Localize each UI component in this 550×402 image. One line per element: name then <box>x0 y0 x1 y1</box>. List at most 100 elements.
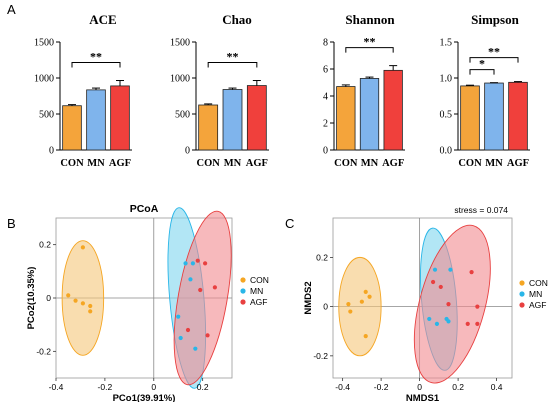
x-axis-label: PCo1(39.91%) <box>113 393 176 402</box>
y-tick-label: 0 <box>323 146 328 157</box>
point-mn <box>178 335 183 341</box>
legend-marker-agf <box>240 299 246 305</box>
bar-chart-ace: ACE 0 500 1000 1500 CON MN AGF ** <box>34 12 132 169</box>
bar-chart-chao: Chao 0 500 1000 1500 CON MN AGF ** <box>170 12 269 169</box>
x-tick-label: MN <box>361 158 379 169</box>
bar-mn <box>86 89 106 151</box>
bar-agf <box>383 69 403 151</box>
y-axis-label: PCo2(10.35%) <box>26 267 37 330</box>
chart-title: ACE <box>89 12 116 27</box>
point-agf <box>475 304 480 309</box>
bar-agf <box>246 85 267 151</box>
x-tick-label: 0.4 <box>491 382 503 392</box>
point-mn <box>176 314 181 319</box>
bar-mn <box>222 89 243 151</box>
x-tick-label: 0 <box>417 382 422 392</box>
bar-agf <box>110 85 130 151</box>
x-tick-label: MN <box>87 158 105 169</box>
point-con <box>88 309 93 314</box>
point-mn <box>432 267 438 272</box>
point-agf <box>430 279 436 285</box>
y-tick-label: 0 <box>49 146 54 157</box>
legend-marker-con <box>519 280 525 286</box>
y-tick-label: 0 <box>185 146 190 157</box>
y-tick-label: 0 <box>323 302 328 312</box>
bar-mn <box>359 78 380 151</box>
point-agf <box>469 270 474 275</box>
x-tick-label: -0.4 <box>335 382 350 392</box>
point-con <box>363 289 368 294</box>
y-tick-label: 0.2 <box>39 240 51 250</box>
point-agf <box>446 302 451 307</box>
point-con <box>66 293 71 298</box>
x-tick-label: -0.2 <box>98 382 113 392</box>
point-mn <box>183 261 188 266</box>
bar-agf <box>508 81 528 151</box>
bar-con <box>336 86 356 151</box>
point-con <box>359 299 364 304</box>
significance-marker: * <box>479 57 485 71</box>
y-tick-label: 6 <box>323 65 328 76</box>
point-mn <box>434 321 440 326</box>
x-tick-label: CON <box>458 158 482 169</box>
legend-label-agf: AGF <box>250 297 267 307</box>
ellipse-agf <box>413 224 491 384</box>
point-mn <box>448 267 453 272</box>
chart-title: PCoA <box>130 203 159 215</box>
point-mn <box>446 319 451 324</box>
significance-marker: ** <box>364 35 376 49</box>
ellipse-con <box>61 240 105 356</box>
ellipse-con <box>338 256 382 357</box>
point-agf <box>475 321 480 326</box>
legend-label-mn: MN <box>250 286 263 296</box>
y-tick-label: 1.5 <box>440 38 453 49</box>
point-agf <box>465 321 470 326</box>
point-con <box>346 302 351 307</box>
y-tick-label: 2 <box>323 119 328 130</box>
bar-mn <box>484 82 504 151</box>
point-agf <box>203 261 208 266</box>
legend-marker-agf <box>519 302 525 308</box>
legend-marker-con <box>240 277 246 283</box>
significance-marker: ** <box>90 50 102 64</box>
chart-title: Simpson <box>471 12 519 27</box>
y-tick-label: 4 <box>323 92 328 103</box>
significance-bracket <box>345 47 394 53</box>
bar-con <box>198 104 219 151</box>
y-tick-label: 500 <box>39 110 54 121</box>
point-mn <box>427 316 432 322</box>
chart-title: Chao <box>222 12 252 27</box>
panel-label-c: C <box>285 216 294 231</box>
nmds-plot: -0.4 -0.2 0 0.2 0.4 -0.2 0 0.2 NMDS1 NMDS2 stress … <box>303 205 548 402</box>
significance-marker: ** <box>488 45 500 59</box>
x-tick-label: -0.2 <box>374 382 389 392</box>
y-tick-label: -0.2 <box>36 346 51 356</box>
y-axis-label: NMDS2 <box>303 281 314 314</box>
point-mn <box>193 346 198 351</box>
point-con <box>363 334 368 339</box>
y-tick-label: 1.0 <box>440 74 453 85</box>
point-con <box>88 303 93 309</box>
point-agf <box>205 333 210 338</box>
bar-chart-simpson: Simpson 0.0 0.5 1.0 1.5 CON MN AGF *** <box>440 12 530 169</box>
point-mn <box>190 261 195 266</box>
y-tick-label: 1000 <box>170 74 190 85</box>
panel-label-a: A <box>7 2 16 17</box>
y-tick-label: 1500 <box>170 38 190 49</box>
significance-bracket <box>469 57 519 63</box>
x-tick-label: 0 <box>151 382 156 392</box>
y-tick-label: -0.2 <box>313 351 328 361</box>
y-tick-label: 1000 <box>34 74 54 85</box>
x-tick-label: MN <box>224 158 242 169</box>
ellipse-agf <box>173 210 232 386</box>
significance-bracket <box>207 62 258 68</box>
bar-con <box>460 85 480 151</box>
point-agf <box>212 285 217 290</box>
significance-marker: ** <box>227 50 239 64</box>
x-tick-label: AGF <box>507 158 529 169</box>
x-tick-label: MN <box>485 158 503 169</box>
point-mn <box>188 277 193 282</box>
x-tick-label: CON <box>334 158 358 169</box>
